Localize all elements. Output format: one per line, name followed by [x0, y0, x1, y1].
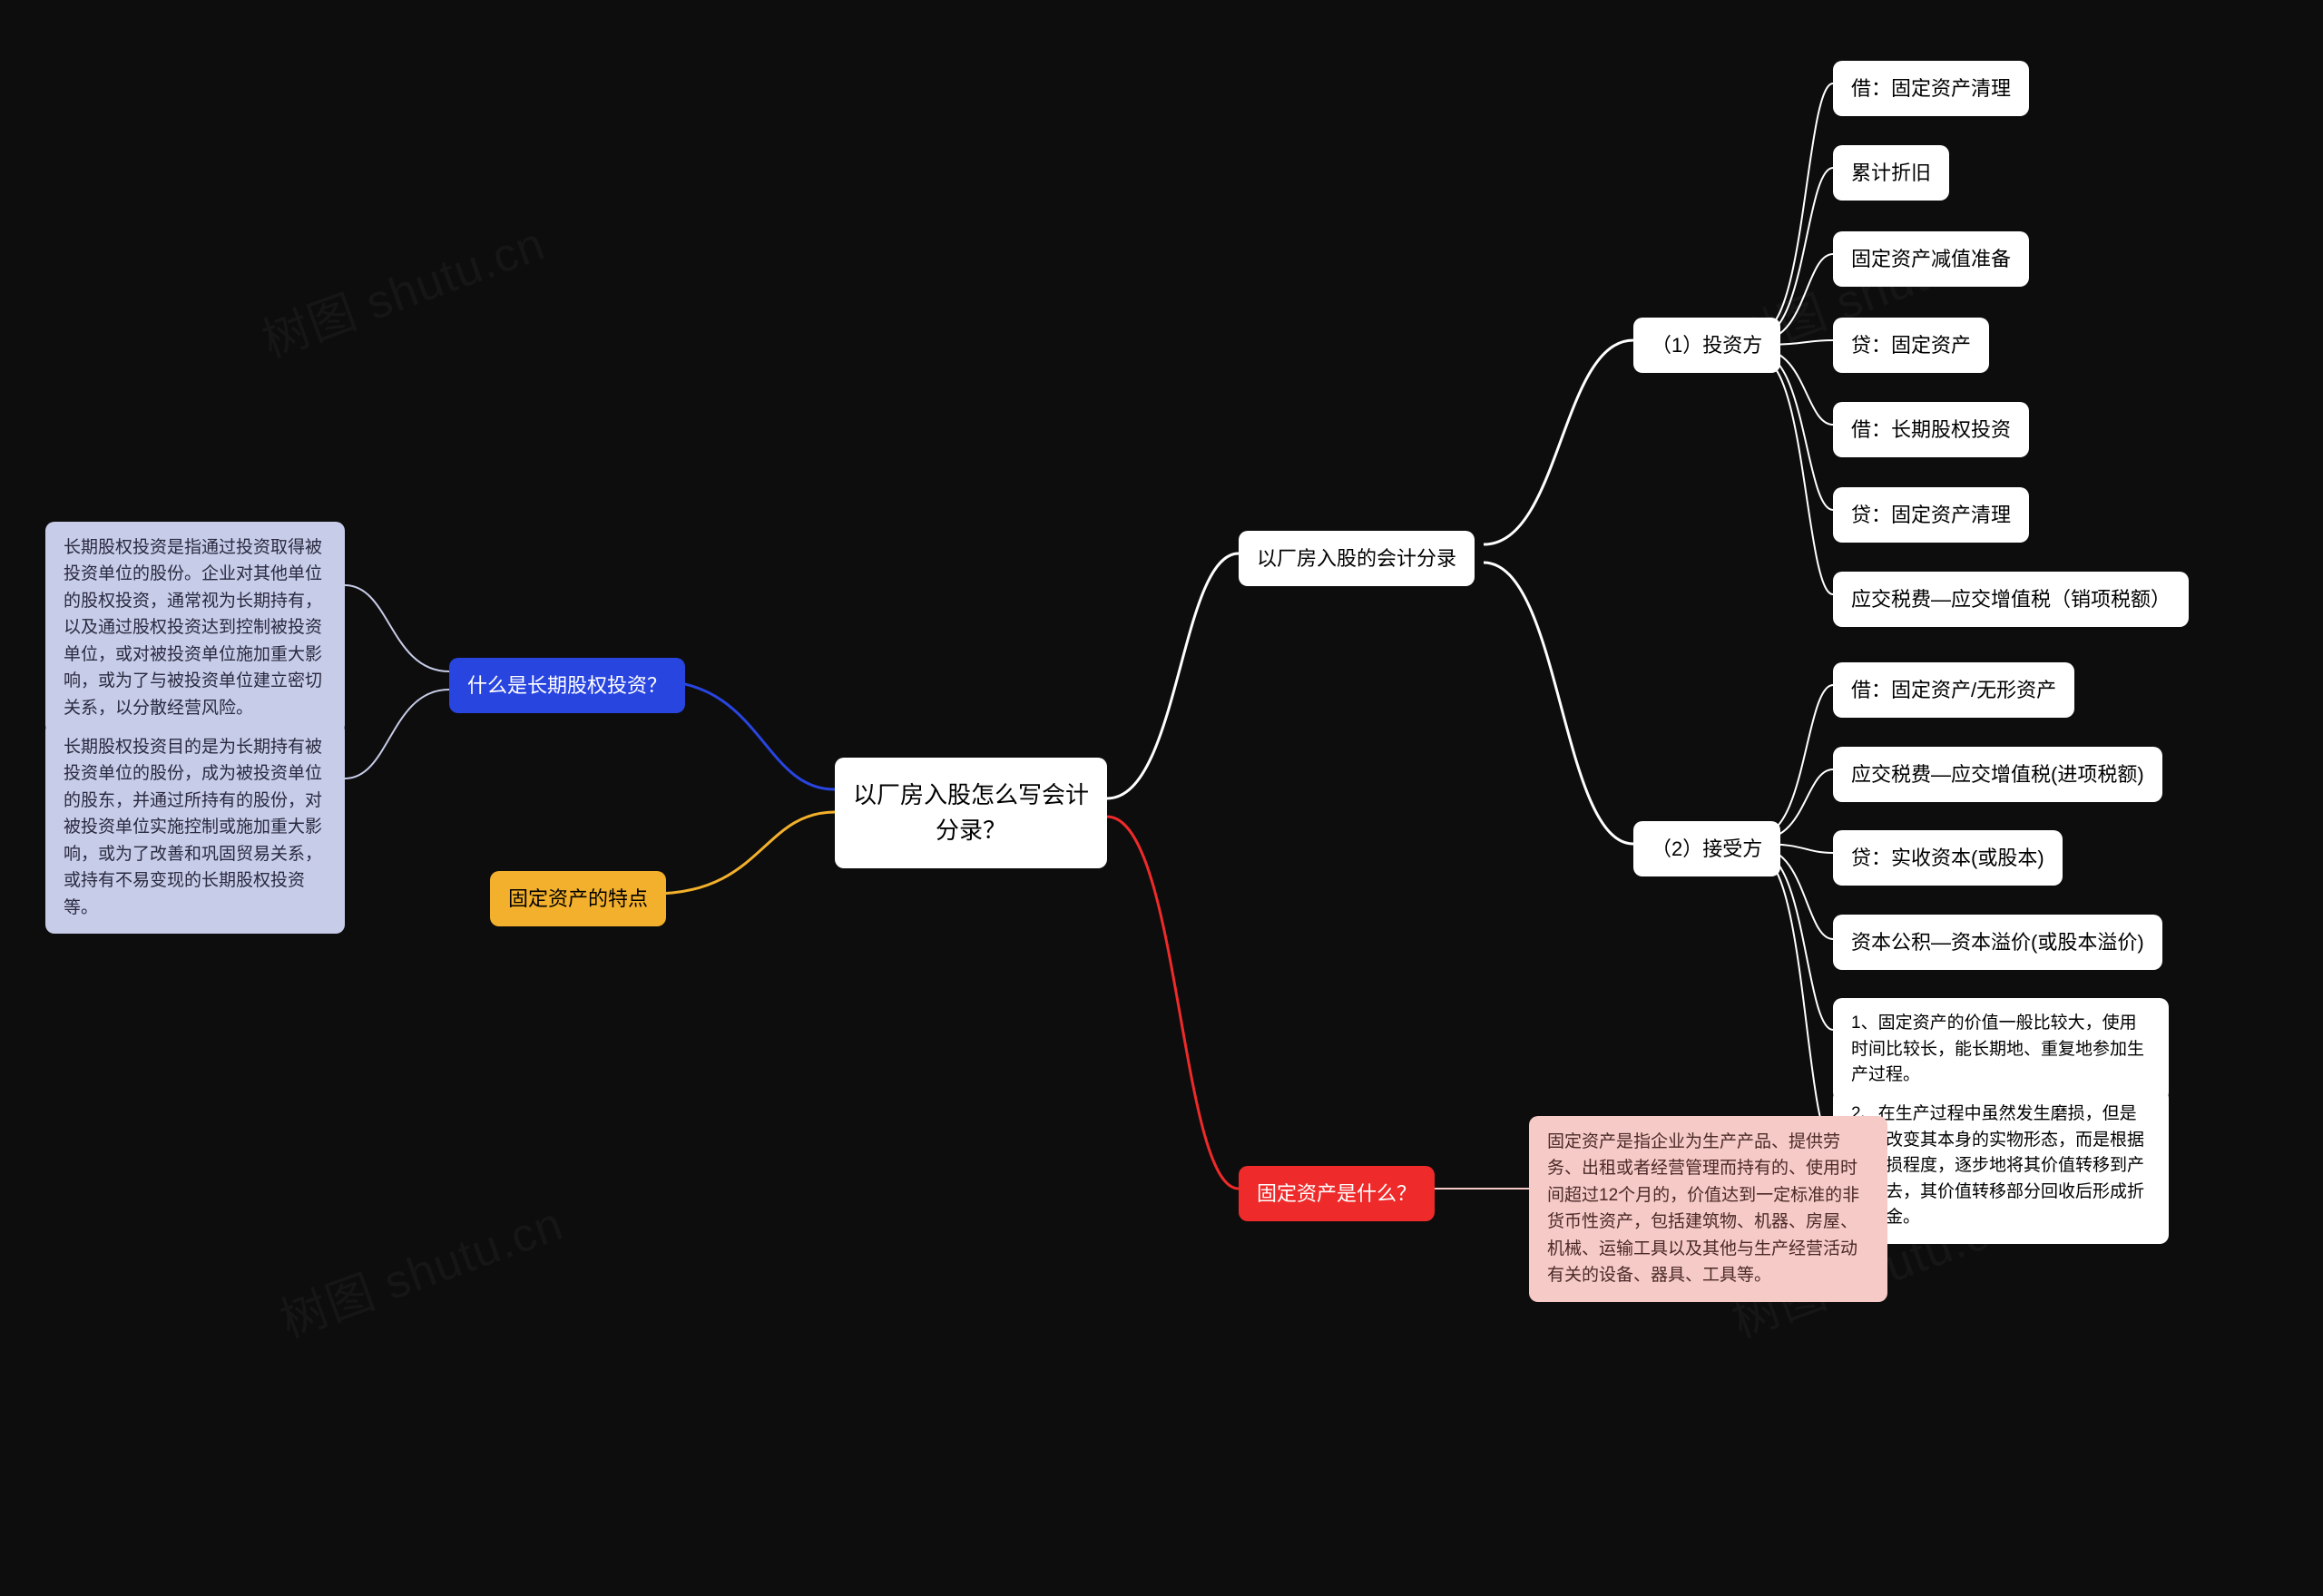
- investor-leaf-5: 贷：固定资产清理: [1833, 487, 2029, 543]
- mindmap-canvas: 树图 shutu.cn 树图 shutu.cn 树图 shutu.cn 树图 s…: [0, 0, 2323, 1596]
- investor-leaf-6: 应交税费—应交增值税（销项税额）: [1833, 572, 2189, 627]
- leaf-fixedasset-def: 固定资产是指企业为生产产品、提供劳务、出租或者经营管理而持有的、使用时间超过12…: [1529, 1116, 1887, 1302]
- investor-leaf-1: 累计折旧: [1833, 145, 1949, 201]
- branch-accounting-entries: 以厂房入股的会计分录: [1239, 531, 1475, 586]
- watermark: 树图 shutu.cn: [270, 1186, 571, 1351]
- root-node: 以厂房入股怎么写会计分录？: [835, 758, 1107, 868]
- receiver-leaf-1: 应交税费—应交增值税(进项税额): [1833, 747, 2162, 802]
- branch-what-is-fixedasset: 固定资产是什么？: [1239, 1166, 1435, 1221]
- branch-longterm-equity: 什么是长期股权投资？: [449, 658, 685, 713]
- sub-investor: （1）投资方: [1633, 318, 1780, 373]
- receiver-leaf-3: 资本公积—资本溢价(或股本溢价): [1833, 915, 2162, 970]
- receiver-leaf-4: 1、固定资产的价值一般比较大，使用时间比较长，能长期地、重复地参加生产过程。: [1833, 998, 2169, 1102]
- sub-receiver: （2）接受方: [1633, 821, 1780, 876]
- investor-leaf-0: 借：固定资产清理: [1833, 61, 2029, 116]
- branch-fixedasset-features: 固定资产的特点: [490, 871, 666, 926]
- investor-leaf-4: 借：长期股权投资: [1833, 402, 2029, 457]
- receiver-leaf-2: 贷：实收资本(或股本): [1833, 830, 2063, 886]
- investor-leaf-2: 固定资产减值准备: [1833, 231, 2029, 287]
- leaf-longterm-2: 长期股权投资目的是为长期持有被投资单位的股份，成为被投资单位的股东，并通过所持有…: [45, 721, 345, 934]
- receiver-leaf-0: 借：固定资产/无形资产: [1833, 662, 2074, 718]
- investor-leaf-3: 贷：固定资产: [1833, 318, 1989, 373]
- watermark: 树图 shutu.cn: [251, 206, 553, 371]
- leaf-longterm-1: 长期股权投资是指通过投资取得被投资单位的股份。企业对其他单位的股权投资，通常视为…: [45, 522, 345, 734]
